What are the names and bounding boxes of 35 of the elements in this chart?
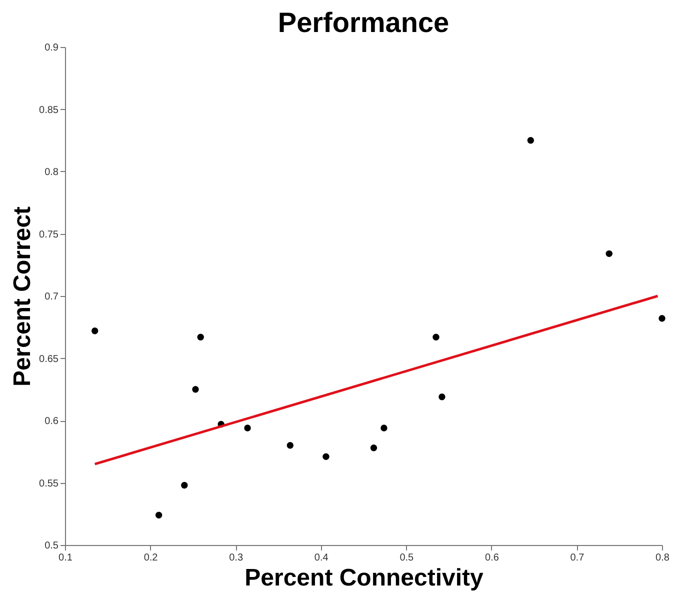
x-tick-label: 0.6	[484, 552, 500, 564]
point	[197, 334, 204, 340]
y-tick-label: 0.8	[44, 167, 59, 178]
y-tick-label: 0.75	[39, 229, 59, 240]
y-tick-label: 0.65	[39, 354, 59, 365]
point	[606, 250, 612, 258]
y-axis-title: Percent Correct	[9, 206, 36, 387]
point	[438, 394, 446, 400]
y-tick-label: 0.9	[44, 42, 59, 54]
x-axis-title: Percent Connectivity	[244, 564, 484, 592]
point	[432, 334, 440, 340]
y-tick-label: 0.55	[39, 478, 59, 490]
chart-title: Performance	[278, 7, 450, 38]
x-tick-label: 0.4	[314, 552, 329, 564]
point	[527, 137, 534, 144]
point	[91, 328, 98, 334]
x-tick-label: 0.7	[570, 552, 585, 564]
point	[181, 482, 188, 489]
point	[244, 424, 251, 432]
y-tick-label: 0.85	[39, 104, 59, 116]
x-tick-label: 0.3	[229, 552, 244, 564]
y-tick-label: 0.7	[44, 292, 59, 302]
point	[658, 315, 666, 322]
y-tick-label: 0.5	[44, 540, 59, 552]
point	[155, 512, 162, 518]
x-tick-label: 0.2	[144, 552, 158, 564]
x-tick-label: 0.8	[656, 552, 670, 564]
point	[370, 444, 378, 452]
point	[380, 424, 388, 432]
x-tick-label: 0.1	[58, 552, 73, 564]
y-tick-label: 0.6	[44, 416, 59, 427]
point	[192, 386, 199, 393]
x-tick-label: 0.5	[400, 552, 414, 564]
point	[322, 453, 330, 460]
point	[286, 442, 294, 449]
